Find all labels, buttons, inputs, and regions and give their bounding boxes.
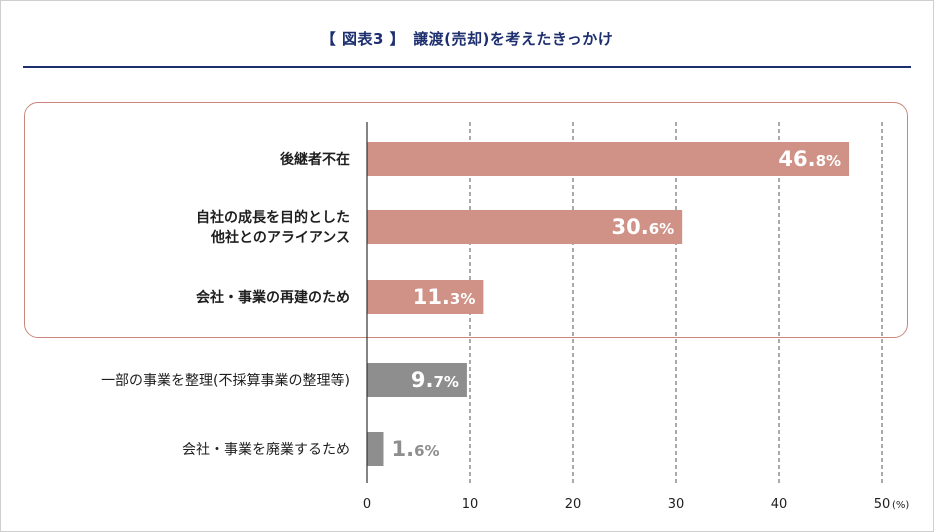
x-tick-label: 30	[668, 497, 685, 512]
bar	[367, 432, 384, 466]
bar	[367, 363, 467, 397]
value-label: 1.6%	[391, 437, 439, 461]
value-label: 30.6%	[612, 215, 675, 239]
category-label: 自社の成長を目的とした	[196, 209, 350, 226]
value-label: 46.8%	[778, 147, 841, 171]
category-label: 他社とのアライアンス	[210, 229, 350, 246]
x-tick-label: 50	[874, 497, 891, 512]
x-tick-label: 0	[363, 497, 371, 512]
bar	[367, 210, 683, 244]
bar	[367, 142, 850, 176]
value-label: 11.3%	[413, 285, 476, 309]
category-label: 後継者不在	[280, 151, 350, 168]
value-label: 9.7%	[411, 368, 459, 392]
x-tick-label: 40	[771, 497, 788, 512]
title-underline	[23, 66, 911, 68]
category-label: 会社・事業を廃業するため	[182, 441, 350, 458]
x-tick-label: 10	[462, 497, 479, 512]
x-tick-label: 20	[565, 497, 582, 512]
category-label: 会社・事業の再建のため	[196, 289, 350, 306]
figure-title: 【 図表3 】 譲渡(売却)を考えたきっかけ	[320, 30, 614, 48]
bar	[367, 280, 484, 314]
x-unit-label: (%)	[892, 500, 909, 511]
category-label: 一部の事業を整理(不採算事業の整理等)	[101, 372, 350, 389]
highlight-box	[24, 102, 908, 338]
